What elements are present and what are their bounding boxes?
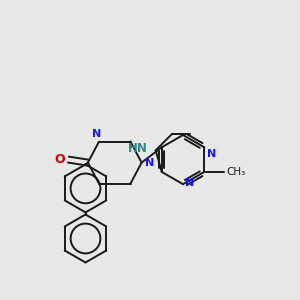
Text: CH₃: CH₃ [226, 167, 245, 177]
Text: HN: HN [128, 142, 147, 155]
Text: N: N [185, 178, 195, 188]
Text: O: O [54, 153, 65, 166]
Text: N: N [92, 129, 101, 139]
Text: N: N [145, 158, 154, 168]
Text: N: N [207, 149, 216, 159]
